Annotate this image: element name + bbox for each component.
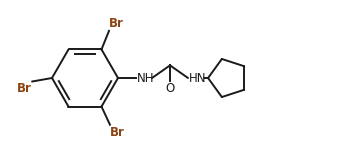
Text: Br: Br [110,126,125,139]
Text: Br: Br [17,82,31,95]
Text: Br: Br [109,17,124,30]
Text: NH: NH [137,71,154,84]
Text: O: O [165,82,174,95]
Text: HN: HN [189,71,206,84]
